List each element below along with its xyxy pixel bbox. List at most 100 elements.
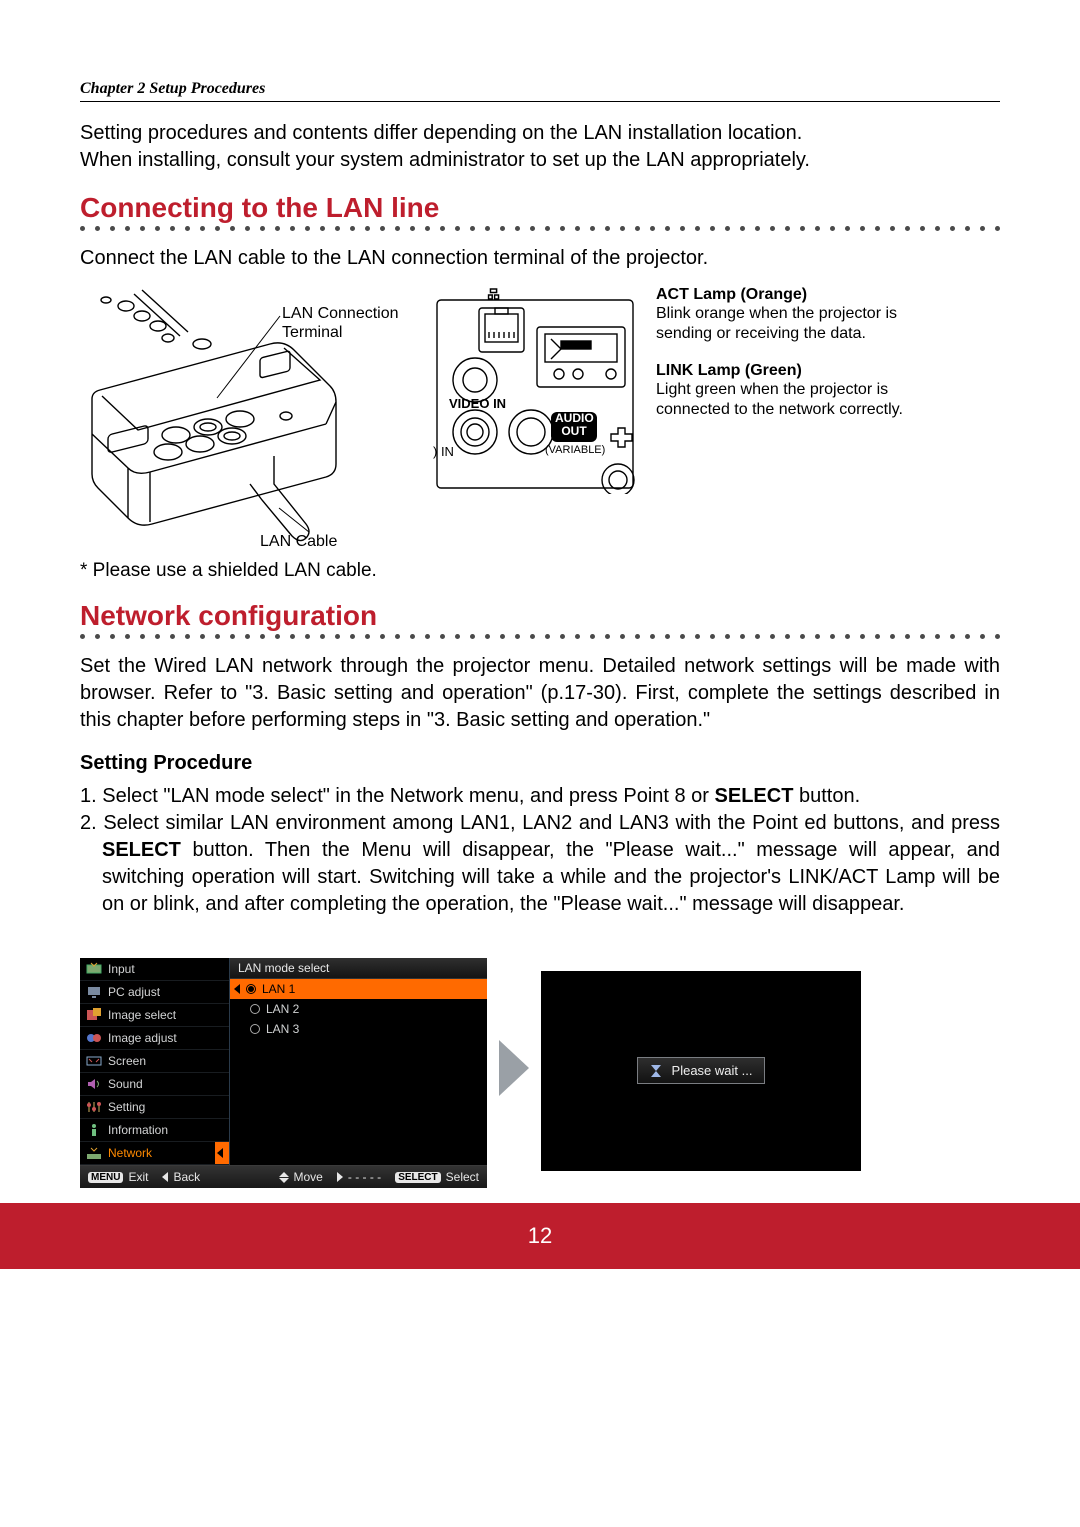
menu-item-label: Screen	[108, 1054, 146, 1068]
updown-arrow-icon	[279, 1172, 289, 1183]
section2-body: Set the Wired LAN network through the pr…	[80, 653, 1000, 734]
footer-label: Back	[173, 1170, 200, 1184]
label-variable: (VARIABLE)	[545, 444, 605, 457]
link-lamp-title: LINK Lamp (Green)	[656, 362, 916, 380]
menu-item-sound[interactable]: Sound	[80, 1073, 229, 1096]
label-lan-terminal: LAN Connection Terminal	[282, 304, 399, 342]
menu-item-label: Image adjust	[108, 1031, 177, 1045]
leader-line	[215, 312, 285, 402]
section-heading-connecting: Connecting to the LAN line	[80, 192, 1000, 224]
footer-select[interactable]: SELECTSelect	[395, 1170, 479, 1184]
step-1-pre: 1. Select "LAN mode select" in the Netwo…	[80, 785, 715, 807]
lan-option-label: LAN 2	[266, 1002, 299, 1016]
step-1: 1. Select "LAN mode select" in the Netwo…	[80, 783, 1000, 810]
right-arrow-icon	[337, 1172, 343, 1182]
setting-procedure-subhead: Setting Procedure	[80, 752, 1000, 775]
radio-icon	[250, 1024, 260, 1034]
label-lan-cable: LAN Cable	[260, 532, 337, 551]
setting-icon	[86, 1100, 102, 1114]
radio-icon	[250, 1004, 260, 1014]
menu-active-indicator	[215, 1142, 229, 1164]
section1-body: Connect the LAN cable to the LAN connect…	[80, 245, 1000, 272]
menu-badge: MENU	[88, 1172, 123, 1183]
please-wait-text: Please wait ...	[672, 1063, 753, 1078]
lan-option-3[interactable]: LAN 3	[230, 1019, 487, 1039]
connection-diagram: LAN Connection Terminal LAN Cable	[80, 284, 1000, 552]
sound-icon	[86, 1077, 102, 1091]
port-closeup-diagram: 品 VIDEO IN AUDIO OUT (VARIABLE) ) IN	[433, 284, 638, 494]
menu-item-image-select[interactable]: Image select	[80, 1004, 229, 1027]
steps-list: 1. Select "LAN mode select" in the Netwo…	[80, 783, 1000, 918]
step-2-pre: 2. Select similar LAN environment among …	[80, 812, 1000, 834]
step-1-bold: SELECT	[715, 785, 794, 807]
footer-label: - - - - -	[348, 1170, 381, 1184]
shielded-cable-note: * Please use a shielded LAN cable.	[80, 560, 1000, 582]
menu-item-network[interactable]: Network	[80, 1142, 229, 1165]
info-icon	[86, 1123, 102, 1137]
section-heading-network: Network configuration	[80, 600, 1000, 632]
please-wait-panel: Please wait ...	[541, 971, 861, 1171]
image-select-icon	[86, 1008, 102, 1022]
lan-option-label: LAN 3	[266, 1022, 299, 1036]
menu-item-label: Image select	[108, 1008, 176, 1022]
menu-item-label: PC adjust	[108, 985, 160, 999]
footer-label: Exit	[128, 1170, 148, 1184]
intro-text: Setting procedures and contents differ d…	[80, 120, 1000, 174]
menu-item-input[interactable]: Input	[80, 958, 229, 981]
menu-item-label: Sound	[108, 1077, 143, 1091]
label-lan-terminal-1: LAN Connection	[282, 305, 399, 322]
screen-icon	[86, 1054, 102, 1068]
menu-footer: MENU Exit Back Move - - - - - SELECTSelec…	[80, 1165, 487, 1188]
radio-icon	[246, 984, 256, 994]
menu-item-label: Network	[108, 1146, 152, 1160]
menu-item-information[interactable]: Information	[80, 1119, 229, 1142]
link-lamp-desc: Light green when the projector is connec…	[656, 380, 916, 420]
network-icon	[86, 1146, 102, 1160]
menu-screenshots-row: Input PC adjust Image select Image adjus…	[80, 958, 1000, 1183]
label-audio-out-2: OUT	[561, 424, 586, 438]
image-adjust-icon	[86, 1031, 102, 1045]
transition-arrow-icon	[497, 1038, 531, 1103]
lan-option-label: LAN 1	[262, 982, 295, 996]
footer-back[interactable]: Back	[162, 1170, 200, 1184]
menu-sidebar: Input PC adjust Image select Image adjus…	[80, 958, 230, 1165]
lan-option-1[interactable]: LAN 1	[230, 979, 487, 999]
act-lamp-desc: Blink orange when the projector is sendi…	[656, 304, 916, 344]
step-2-bold: SELECT	[102, 839, 181, 861]
step-2: 2. Select similar LAN environment among …	[80, 810, 1000, 918]
menu-item-image-adjust[interactable]: Image adjust	[80, 1027, 229, 1050]
act-lamp-title: ACT Lamp (Orange)	[656, 286, 916, 304]
footer-move[interactable]: Move	[279, 1170, 323, 1184]
port-lan-icon: 品	[487, 287, 500, 302]
menu-right-panel: LAN mode select LAN 1 LAN 2 LAN 3	[230, 958, 487, 1165]
menu-item-setting[interactable]: Setting	[80, 1096, 229, 1119]
chapter-header: Chapter 2 Setup Procedures	[80, 80, 1000, 102]
menu-right-title: LAN mode select	[230, 958, 487, 979]
menu-item-screen[interactable]: Screen	[80, 1050, 229, 1073]
label-in: ) IN	[433, 444, 454, 460]
please-wait-box: Please wait ...	[637, 1057, 766, 1084]
footer-exit[interactable]: MENU Exit	[88, 1170, 148, 1184]
dotted-rule	[80, 634, 1000, 639]
projector-diagram: LAN Connection Terminal LAN Cable	[80, 284, 425, 552]
projector-menu-panel: Input PC adjust Image select Image adjus…	[80, 958, 487, 1183]
label-lan-terminal-2: Terminal	[282, 324, 342, 341]
label-audio-out: AUDIO OUT	[555, 412, 593, 437]
lan-option-2[interactable]: LAN 2	[230, 999, 487, 1019]
page-number: 12	[528, 1223, 552, 1249]
label-video-in: VIDEO IN	[449, 396, 506, 412]
lamp-descriptions: ACT Lamp (Orange) Blink orange when the …	[646, 284, 916, 552]
leader-line	[275, 504, 315, 534]
menu-item-pc-adjust[interactable]: PC adjust	[80, 981, 229, 1004]
dotted-rule	[80, 226, 1000, 231]
left-arrow-icon	[162, 1172, 168, 1182]
page-footer: 12	[0, 1203, 1080, 1269]
menu-item-label: Information	[108, 1123, 168, 1137]
intro-line-1: Setting procedures and contents differ d…	[80, 122, 802, 144]
input-icon	[86, 962, 102, 976]
step-1-post: button.	[793, 785, 860, 807]
menu-item-label: Setting	[108, 1100, 145, 1114]
monitor-icon	[86, 985, 102, 999]
footer-label: Select	[446, 1170, 479, 1184]
footer-dashes: - - - - -	[337, 1170, 381, 1184]
